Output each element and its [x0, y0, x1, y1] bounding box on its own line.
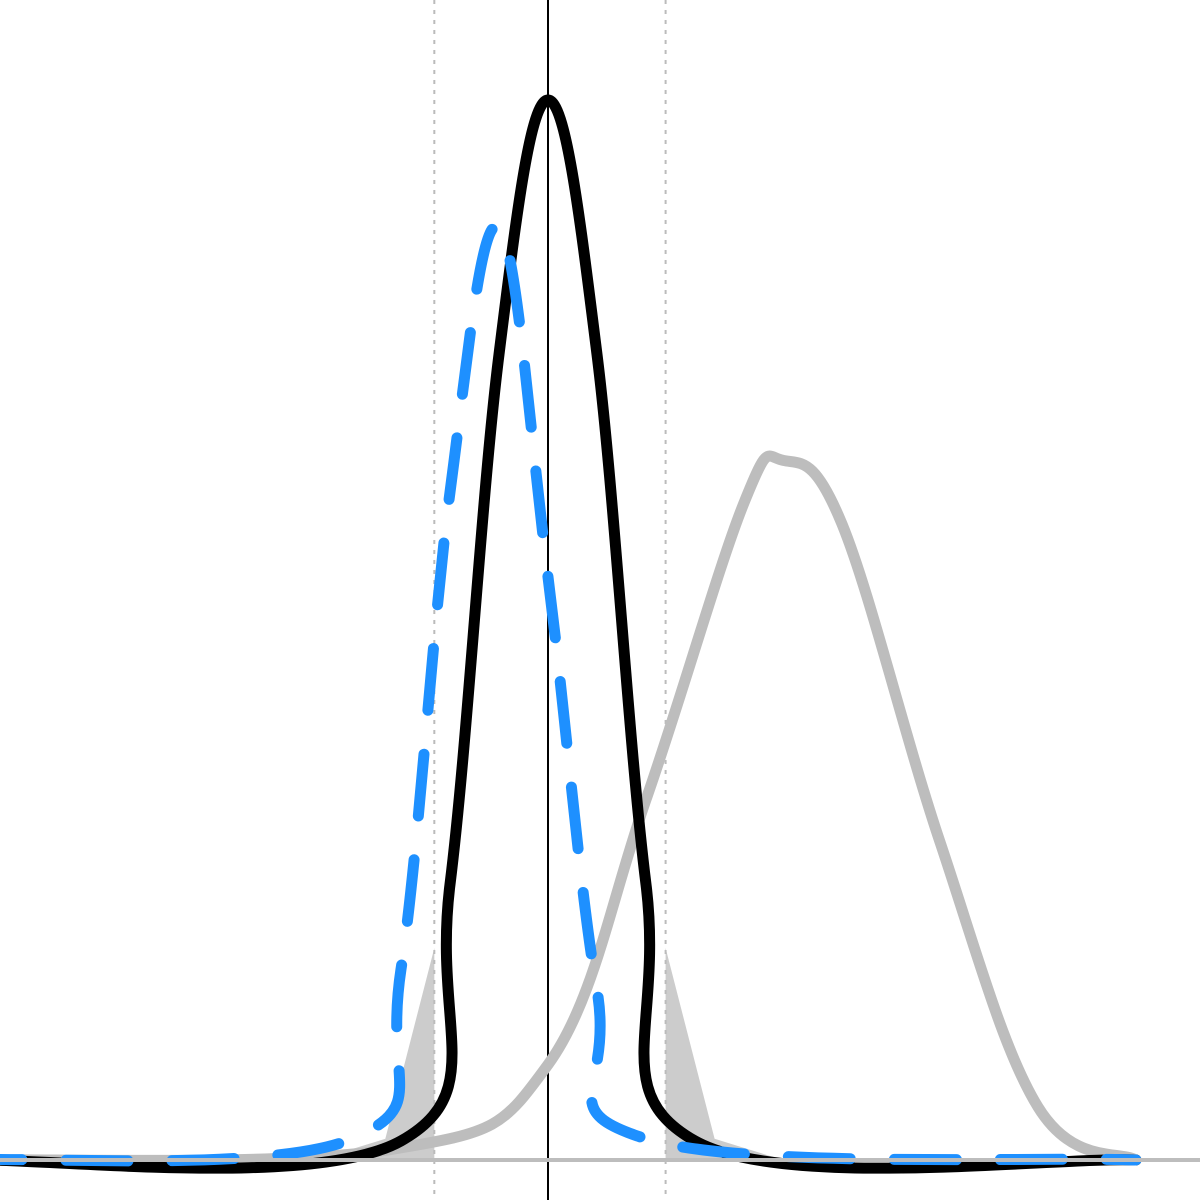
left-shaded-tail — [316, 948, 435, 1160]
series-curve-gray — [0, 450, 1142, 1166]
shaded-tail-regions — [316, 948, 784, 1160]
series-curves — [0, 94, 1142, 1174]
series-curve-black — [0, 94, 1142, 1174]
right-shaded-tail — [665, 948, 784, 1160]
series-curve-blue — [0, 220, 1142, 1167]
